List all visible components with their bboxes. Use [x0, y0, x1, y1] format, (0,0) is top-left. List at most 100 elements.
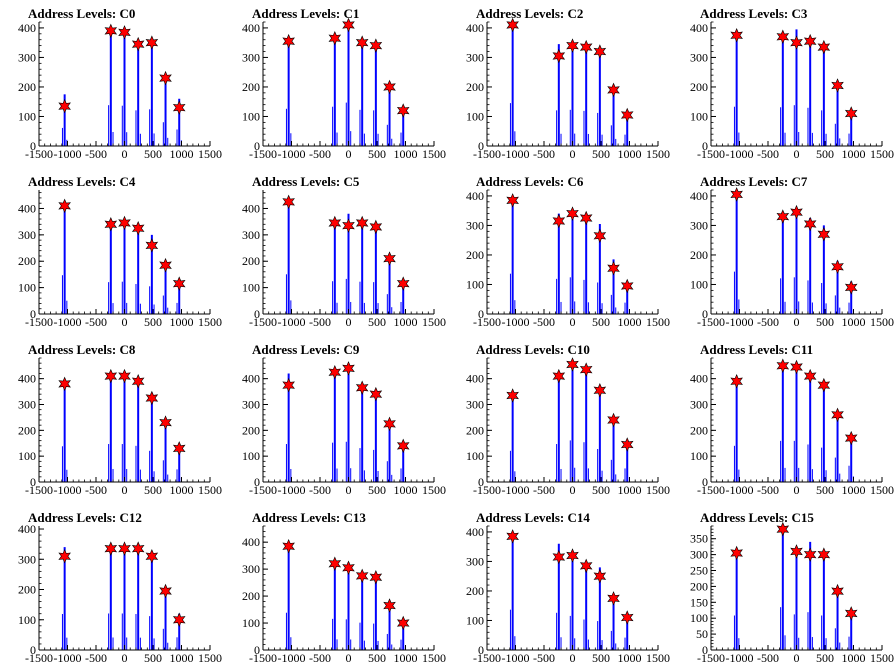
- x-tick-label: -1500: [473, 483, 501, 497]
- y-tick-label: 200: [242, 254, 260, 268]
- x-tick-label: 0: [794, 651, 800, 665]
- chart-title: Address Levels: C8: [28, 342, 136, 357]
- peak-star-marker: [593, 44, 607, 59]
- peak-star-marker: [159, 415, 172, 430]
- x-tick-label: 500: [592, 315, 610, 329]
- x-tick-label: 1000: [842, 147, 866, 161]
- x-tick-label: -1500: [697, 651, 725, 665]
- peak-star-marker: [355, 215, 369, 231]
- x-tick-label: 1500: [646, 147, 670, 161]
- peak-star-marker: [579, 558, 593, 574]
- peak-star-marker: [342, 218, 355, 233]
- peak-star-marker: [369, 38, 383, 53]
- subplot-2: Address Levels: C2 0 100 200 300 400 -1500 -100…: [466, 6, 670, 161]
- y-tick-label: 400: [466, 189, 484, 203]
- chart-title: Address Levels: C1: [252, 6, 359, 21]
- y-tick-label: 300: [466, 554, 484, 568]
- y-tick-label: 100: [242, 281, 260, 295]
- peak-star-marker: [776, 209, 790, 224]
- peak-star-marker: [803, 368, 817, 384]
- peak-star-marker: [803, 216, 817, 232]
- peak-star-marker: [506, 193, 519, 208]
- x-tick-label: 1500: [422, 483, 446, 497]
- x-tick-label: -1500: [697, 315, 725, 329]
- peak-star-marker: [172, 276, 186, 291]
- peak-star-marker: [506, 17, 519, 33]
- peak-star-marker: [159, 257, 172, 273]
- peak-star-marker: [396, 276, 410, 291]
- peak-star-marker: [342, 560, 355, 576]
- peak-star-marker: [844, 280, 858, 295]
- peak-star-marker: [566, 548, 579, 563]
- x-tick-label: 0: [794, 147, 800, 161]
- x-tick-label: 1500: [422, 315, 446, 329]
- peak-star-marker: [282, 538, 295, 554]
- peak-star-marker: [118, 541, 131, 556]
- y-tick-label: 400: [690, 372, 708, 386]
- y-tick-label: 100: [242, 449, 260, 463]
- x-tick-label: 500: [144, 147, 162, 161]
- peak-star-marker: [396, 438, 410, 454]
- x-tick-label: -1500: [473, 315, 501, 329]
- y-tick-label: 200: [18, 583, 36, 597]
- y-tick-label: 400: [18, 372, 36, 386]
- y-tick-label: 0: [254, 475, 260, 489]
- x-tick-label: 1500: [198, 315, 222, 329]
- peak-star-marker: [328, 364, 342, 380]
- x-tick-label: -1000: [502, 483, 530, 497]
- y-tick-label: 350: [690, 532, 708, 546]
- x-tick-label: 0: [122, 315, 128, 329]
- y-tick-label: 0: [478, 475, 484, 489]
- x-tick-label: -500: [85, 147, 107, 161]
- peak-star-marker: [328, 30, 342, 46]
- y-tick-label: 0: [30, 139, 36, 153]
- peak-star-marker: [803, 547, 817, 562]
- x-tick-label: -1500: [25, 651, 53, 665]
- peak-star-marker: [145, 390, 159, 406]
- subplot-14: Address Levels: C14 0 100 200 300 400 -1500 -10…: [466, 510, 670, 665]
- y-tick-label: 400: [690, 189, 708, 203]
- y-tick-label: 100: [690, 449, 708, 463]
- y-tick-label: 200: [690, 579, 708, 593]
- x-tick-label: 500: [592, 651, 610, 665]
- y-tick-label: 100: [18, 109, 36, 123]
- subplot-12: Address Levels: C12 0 100 200 300 400 -1500 -10…: [18, 510, 222, 665]
- y-tick-label: 0: [702, 643, 708, 657]
- subplot-11: Address Levels: C11 0 100 200 300 400 -1500 -10…: [690, 342, 894, 497]
- y-tick-label: 150: [690, 595, 708, 609]
- y-tick-label: 100: [242, 616, 260, 630]
- peak-star-marker: [730, 187, 743, 202]
- peak-star-marker: [579, 39, 593, 55]
- y-tick-label: 300: [690, 50, 708, 64]
- x-tick-label: -1500: [249, 483, 277, 497]
- y-tick-label: 100: [242, 109, 260, 123]
- y-tick-label: 300: [466, 398, 484, 412]
- x-tick-label: 0: [122, 147, 128, 161]
- peak-star-marker: [803, 33, 817, 49]
- y-tick-label: 0: [702, 307, 708, 321]
- peak-star-marker: [145, 548, 159, 564]
- x-tick-label: -1500: [25, 315, 53, 329]
- chart-title: Address Levels: C15: [700, 510, 814, 525]
- peak-star-marker: [790, 204, 803, 220]
- y-tick-label: 0: [478, 139, 484, 153]
- peak-star-marker: [172, 441, 186, 456]
- x-tick-label: 500: [816, 483, 834, 497]
- peak-star-marker: [369, 569, 383, 585]
- x-tick-label: -1500: [249, 651, 277, 665]
- x-tick-label: 500: [368, 147, 386, 161]
- x-tick-label: -1000: [54, 147, 82, 161]
- y-tick-label: 0: [702, 139, 708, 153]
- subplot-4: Address Levels: C4 0 100 200 300 400 -1500 -100…: [18, 174, 222, 329]
- x-tick-label: -1000: [54, 483, 82, 497]
- y-tick-label: 200: [690, 80, 708, 94]
- peak-star-marker: [131, 541, 145, 556]
- peak-star-marker: [730, 28, 743, 43]
- chart-title: Address Levels: C14: [476, 510, 590, 525]
- x-tick-label: 1000: [394, 315, 418, 329]
- x-tick-label: 0: [570, 315, 576, 329]
- peak-star-marker: [776, 358, 790, 374]
- peak-star-marker: [383, 598, 396, 613]
- x-tick-label: -1000: [278, 651, 306, 665]
- x-tick-label: 1500: [870, 147, 894, 161]
